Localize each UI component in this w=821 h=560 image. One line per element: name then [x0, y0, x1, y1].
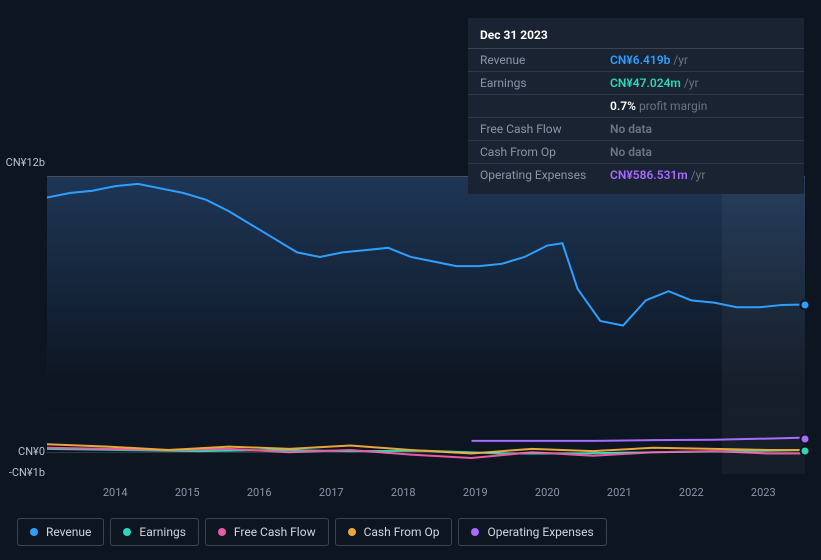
- tooltip-row-label: Cash From Op: [480, 145, 590, 159]
- tooltip-row-value: No data: [610, 145, 652, 159]
- legend-item[interactable]: Earnings: [110, 518, 199, 546]
- tooltip-row-label: Earnings: [480, 76, 590, 90]
- tooltip-row: Free Cash Flow No data: [468, 118, 804, 141]
- tooltip-date: Dec 31 2023: [468, 26, 804, 49]
- x-axis-label: 2016: [247, 486, 272, 499]
- tooltip-row: Operating Expenses CN¥586.531m /yr: [468, 164, 804, 186]
- legend-dot: [30, 528, 38, 536]
- zero-gridline: [47, 452, 805, 453]
- y-axis-top: CN¥12b: [6, 156, 45, 169]
- chart-area: CN¥12b CN¥0 -CN¥1b 201420152016201720182…: [17, 158, 805, 548]
- legend-label: Operating Expenses: [487, 525, 593, 539]
- tooltip-row-label: Operating Expenses: [480, 168, 590, 182]
- legend: Revenue Earnings Free Cash Flow Cash From O…: [17, 518, 607, 546]
- legend-dot: [123, 528, 131, 536]
- chart-lines: [47, 177, 805, 474]
- series-line: [47, 184, 805, 326]
- tooltip-row-label: [480, 99, 590, 113]
- legend-label: Free Cash Flow: [234, 525, 316, 539]
- tooltip-row-value: 0.7% profit margin: [610, 99, 707, 113]
- tooltip-row: Earnings CN¥47.024m /yr: [468, 72, 804, 95]
- x-axis-label: 2018: [391, 486, 416, 499]
- legend-item[interactable]: Free Cash Flow: [205, 518, 329, 546]
- x-axis-label: 2019: [463, 486, 488, 499]
- tooltip-row-value: CN¥6.419b /yr: [610, 53, 688, 67]
- x-axis-label: 2015: [175, 486, 200, 499]
- data-tooltip: Dec 31 2023 Revenue CN¥6.419b /yr Earnings…: [468, 18, 804, 194]
- series-line: [471, 438, 805, 441]
- plot-region[interactable]: [47, 176, 805, 474]
- tooltip-row: Cash From Op No data: [468, 141, 804, 164]
- x-axis-labels: 2014 2015 2016 2017 2018 2019 2020 2021 2022 2023: [47, 480, 805, 500]
- x-axis-label: 2014: [103, 486, 128, 499]
- x-axis-label: 2023: [751, 486, 776, 499]
- x-axis-label: 2020: [535, 486, 560, 499]
- series-end-dot: [802, 301, 809, 308]
- legend-dot: [471, 528, 479, 536]
- legend-label: Earnings: [139, 525, 186, 539]
- legend-dot: [348, 528, 356, 536]
- y-axis-zero: CN¥0: [18, 445, 45, 458]
- tooltip-row: 0.7% profit margin: [468, 95, 804, 118]
- legend-label: Cash From Op: [364, 525, 440, 539]
- x-axis-label: 2017: [319, 486, 344, 499]
- series-end-dot: [802, 447, 809, 454]
- legend-item[interactable]: Revenue: [17, 518, 104, 546]
- tooltip-row-label: Free Cash Flow: [480, 122, 590, 136]
- series-end-dot: [802, 435, 809, 442]
- tooltip-row-value: CN¥47.024m /yr: [610, 76, 699, 90]
- tooltip-row-value: CN¥586.531m /yr: [610, 168, 705, 182]
- tooltip-rows: Revenue CN¥6.419b /yr Earnings CN¥47.024m /…: [468, 49, 804, 186]
- tooltip-row-value: No data: [610, 122, 652, 136]
- x-axis-label: 2022: [679, 486, 704, 499]
- tooltip-row-label: Revenue: [480, 53, 590, 67]
- legend-item[interactable]: Cash From Op: [335, 518, 453, 546]
- legend-label: Revenue: [46, 525, 91, 539]
- legend-dot: [218, 528, 226, 536]
- legend-item[interactable]: Operating Expenses: [458, 518, 606, 546]
- y-axis-bottom: -CN¥1b: [9, 466, 45, 479]
- tooltip-row: Revenue CN¥6.419b /yr: [468, 49, 804, 72]
- x-axis-label: 2021: [607, 486, 632, 499]
